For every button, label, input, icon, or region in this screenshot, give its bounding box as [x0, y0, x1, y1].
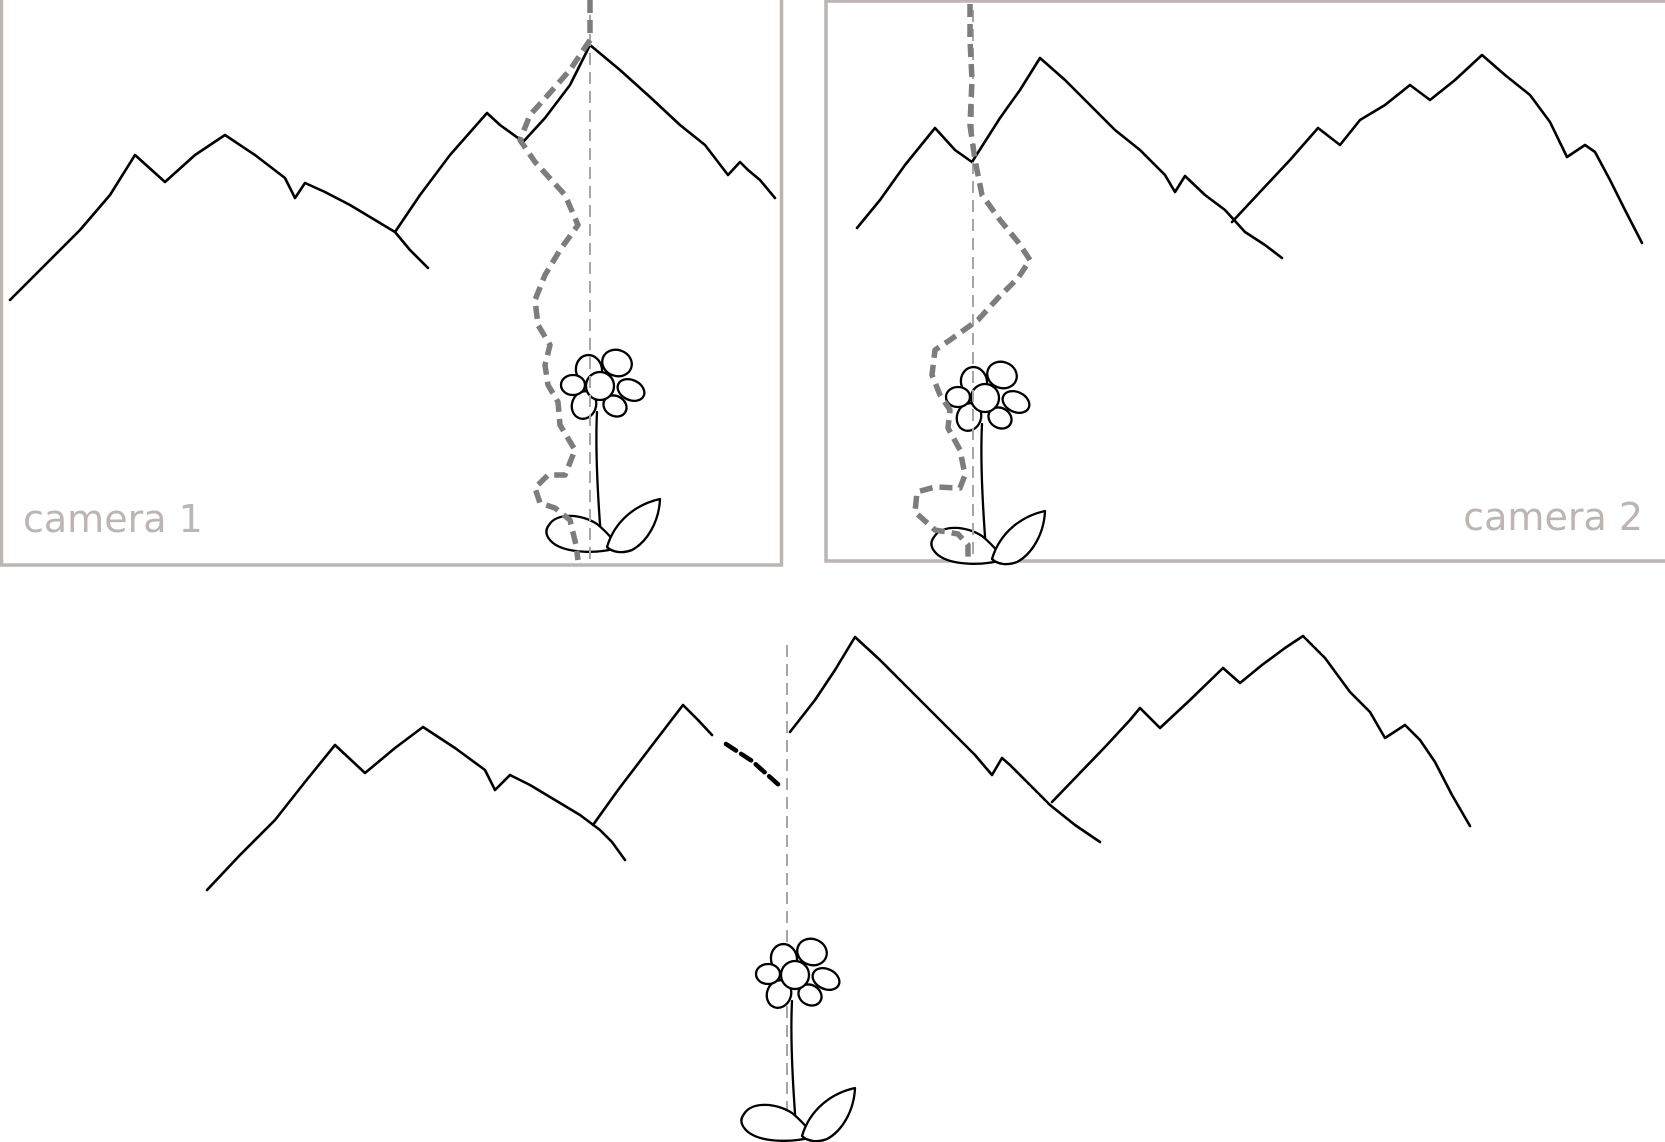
- camera-1-panel: camera 1: [0, 0, 784, 567]
- camera-1-flower-icon: [545, 344, 662, 554]
- camera-2-flower-icon: [930, 356, 1047, 566]
- camera-2-panel: camera 2: [824, 0, 1665, 566]
- stitched-ridge-gap-marker: [723, 741, 783, 789]
- camera-1-mountain-range-icon: [8, 43, 777, 302]
- camera-2-mountain-range-icon: [855, 53, 1644, 260]
- camera-1-seam-cut: [517, 0, 593, 561]
- camera-1-label: camera 1: [23, 497, 203, 541]
- stitched-mountain-range-icon: [205, 634, 1472, 892]
- camera-1-frame: [0, 0, 784, 567]
- camera-2-seam-cut: [912, 4, 1033, 560]
- camera-2-frame: [824, 0, 1665, 563]
- stitched-panorama: [205, 634, 1472, 1142]
- stitched-flower-icon: [740, 933, 857, 1142]
- camera-2-label: camera 2: [1463, 495, 1643, 539]
